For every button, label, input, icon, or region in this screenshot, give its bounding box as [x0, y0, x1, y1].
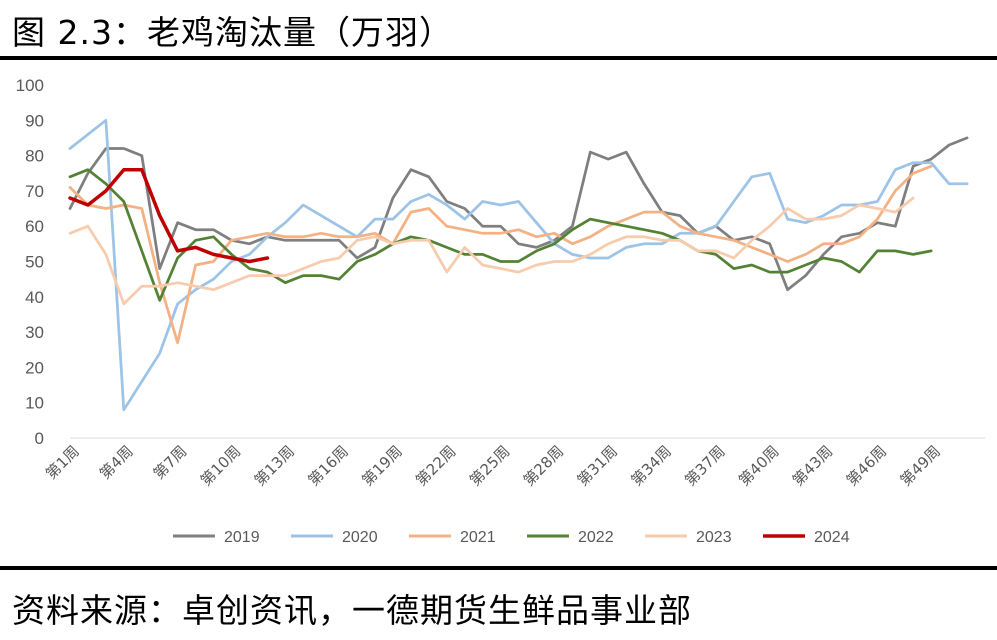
x-tick-label: 第7周	[150, 442, 191, 483]
x-tick-label: 第28周	[520, 442, 567, 489]
y-tick-label: 10	[25, 394, 44, 413]
line-chart: 0102030405060708090100第1周 第4周 第7周 第10周 第13周第…	[16, 76, 985, 546]
legend-label-2024: 2024	[814, 529, 850, 546]
y-tick-label: 0	[35, 429, 44, 448]
series-line-2020	[68, 118, 969, 412]
y-tick-label: 20	[25, 358, 44, 377]
legend-label-2019: 2019	[224, 529, 260, 546]
y-tick-label: 40	[25, 288, 44, 307]
x-tick-label: 第19周	[358, 442, 405, 489]
x-tick-label: 第40周	[735, 442, 782, 489]
legend-label-2023: 2023	[696, 529, 732, 546]
legend-label-2022: 2022	[578, 529, 614, 546]
x-tick-label: 第25周	[466, 442, 513, 489]
x-tick-label: 第16周	[305, 442, 352, 489]
x-tick-label: 第43周	[789, 442, 836, 489]
legend-label-2021: 2021	[460, 529, 496, 546]
series-line-2024	[68, 167, 270, 264]
y-tick-label: 30	[25, 323, 44, 342]
series-line-2022	[68, 168, 933, 302]
x-tick-label: 第10周	[197, 442, 244, 489]
x-tick-label: 第49周	[897, 442, 944, 489]
legend-label-2020: 2020	[342, 529, 378, 546]
series-line-2019	[68, 136, 969, 292]
top-rule	[0, 56, 997, 60]
y-tick-label: 80	[25, 147, 44, 166]
y-tick-label: 70	[25, 182, 44, 201]
y-tick-label: 50	[25, 253, 44, 272]
series-line-2023	[68, 196, 915, 306]
source-note: 资料来源：卓创资讯，一德期货生鲜品事业部	[12, 591, 692, 630]
series-line-2021	[68, 164, 933, 345]
x-tick-label: 第22周	[412, 442, 459, 489]
y-tick-label: 60	[25, 217, 44, 236]
bottom-rule	[0, 566, 997, 570]
x-tick-label: 第37周	[681, 442, 728, 489]
chart-title: 图 2.3：老鸡淘汰量（万羽）	[12, 13, 453, 52]
y-tick-label: 90	[25, 111, 44, 130]
y-tick-label: 100	[16, 76, 44, 95]
x-tick-label: 第1周	[42, 442, 83, 483]
x-tick-label: 第34周	[627, 442, 674, 489]
x-tick-label: 第31周	[574, 442, 621, 489]
x-tick-label: 第4周	[96, 442, 137, 483]
x-tick-label: 第46周	[843, 442, 890, 489]
x-tick-label: 第13周	[251, 442, 298, 489]
